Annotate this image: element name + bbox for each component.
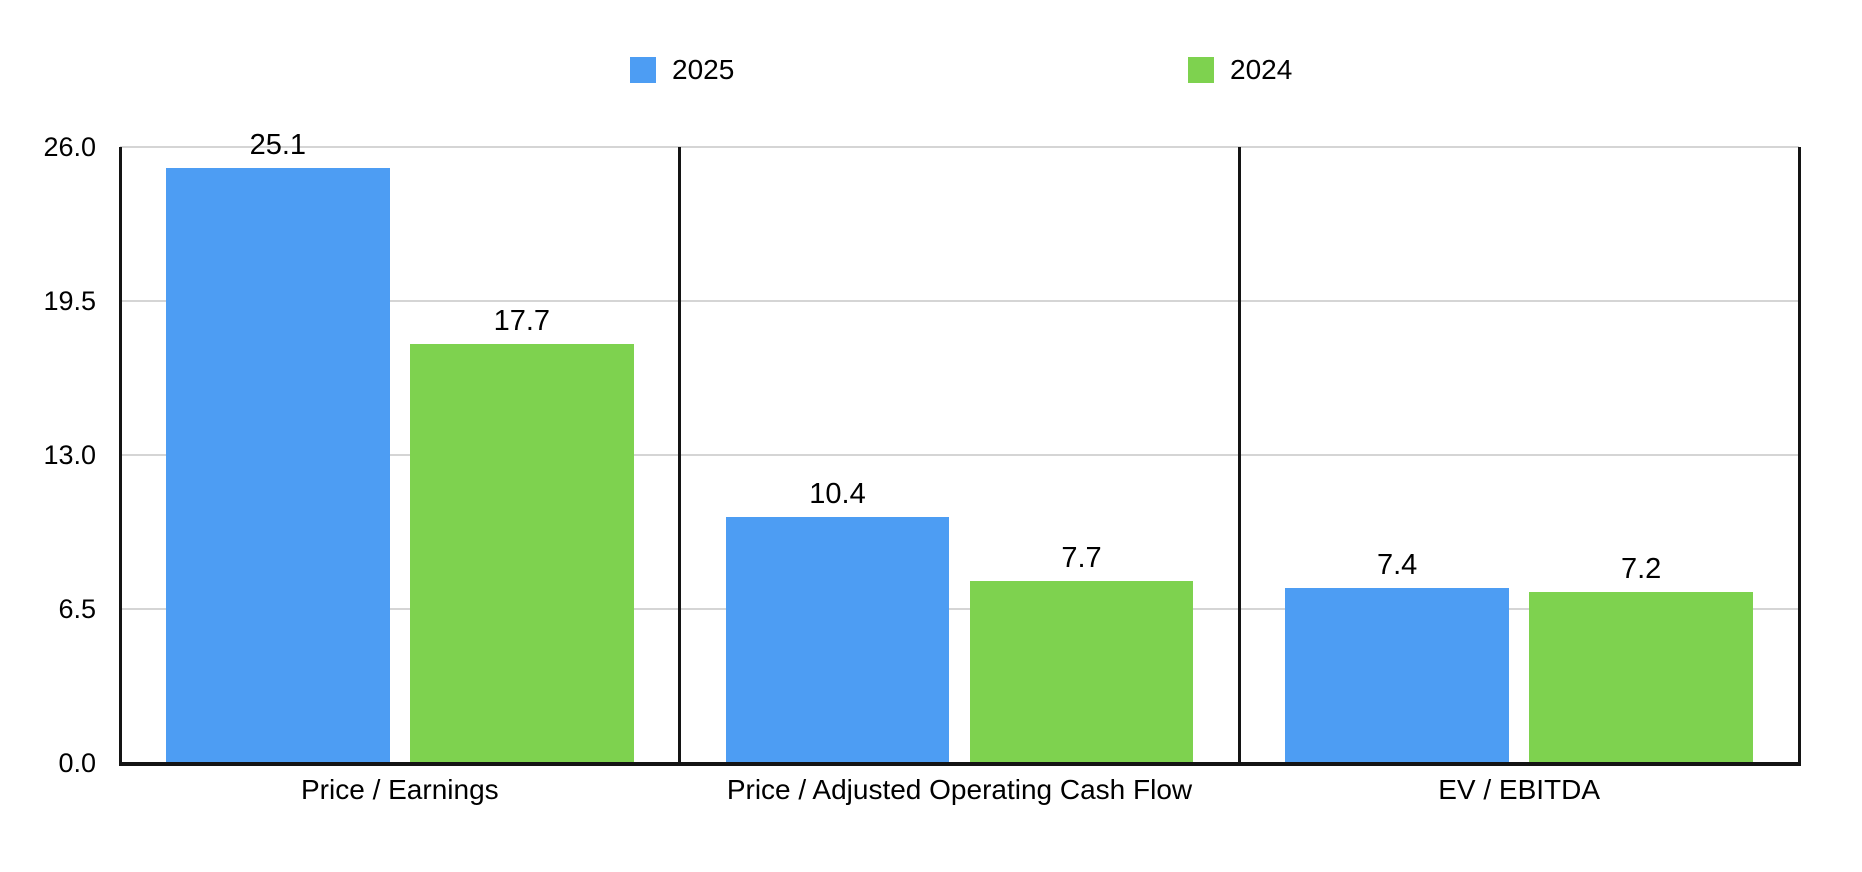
x-axis-category-label: EV / EBITDA: [1438, 774, 1601, 805]
bar-value-label: 7.4: [1376, 548, 1418, 581]
legend-label-2025: 2025: [672, 54, 735, 85]
group-divider-line: [678, 147, 682, 765]
gridline: [120, 300, 1799, 302]
legend-swatch-2025-icon: [630, 57, 656, 83]
y-axis-tick-label: 0.0: [58, 748, 96, 778]
bar-value-label: 7.2: [1621, 553, 1662, 586]
x-axis-category-label: Price / Earnings: [301, 774, 499, 805]
bar-value-label: 7.7: [1061, 541, 1102, 574]
bar-2025-1[interactable]: [165, 168, 390, 763]
bar-2025-2[interactable]: [725, 516, 950, 763]
y-axis-line: [118, 147, 122, 765]
gridline: [120, 608, 1799, 610]
bar-2024-2[interactable]: [969, 580, 1194, 763]
group-divider-line: [1237, 147, 1241, 765]
gridline: [120, 454, 1799, 456]
plot-right-border: [1797, 147, 1801, 765]
bar-value-label: 17.7: [493, 304, 551, 337]
x-axis-category-label: Price / Adjusted Operating Cash Flow: [726, 774, 1193, 805]
x-axis-line: [118, 761, 1801, 766]
bar-2024-1[interactable]: [409, 343, 634, 763]
bar-value-label: 25.1: [249, 129, 307, 162]
legend-swatch-2024-icon: [1188, 57, 1214, 83]
bar-2024-3[interactable]: [1529, 592, 1754, 763]
y-axis-tick-label: 6.5: [58, 594, 96, 624]
y-axis-tick-label: 19.5: [43, 286, 96, 316]
legend-label-2024: 2024: [1230, 54, 1293, 85]
legend-item-2024[interactable]: 2024: [1188, 56, 1292, 84]
bar-value-label: 10.4: [809, 477, 866, 510]
legend-item-2025[interactable]: 2025: [630, 56, 734, 84]
gridline: [120, 146, 1799, 148]
bar-2025-3[interactable]: [1285, 587, 1510, 763]
y-axis-tick-label: 13.0: [43, 440, 96, 470]
y-axis-tick-label: 26.0: [43, 132, 96, 162]
